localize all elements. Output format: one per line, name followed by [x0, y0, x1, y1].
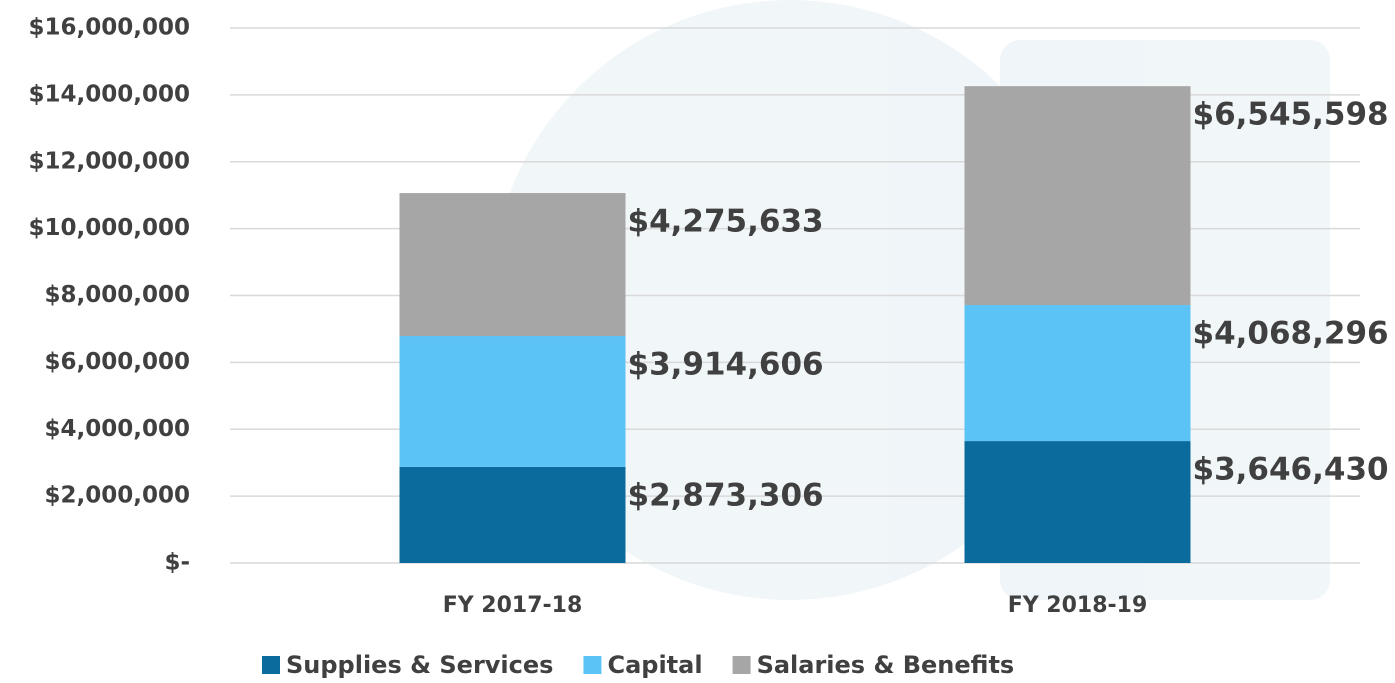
legend-swatch [583, 656, 602, 674]
bar-segment [964, 441, 1191, 563]
value-label: $3,914,606 [628, 347, 824, 383]
value-label: $6,545,598 [1193, 97, 1389, 133]
y-tick-label: $- [164, 550, 190, 576]
y-tick-label: $6,000,000 [44, 349, 190, 375]
value-label: $3,646,430 [1193, 452, 1389, 488]
y-tick-label: $12,000,000 [28, 148, 190, 174]
bar-segment [964, 305, 1191, 442]
y-tick-label: $10,000,000 [28, 215, 190, 241]
value-label: $4,275,633 [628, 204, 824, 240]
legend-label: Capital [607, 651, 702, 679]
y-tick-label: $14,000,000 [28, 81, 190, 107]
legend-swatch [732, 656, 751, 674]
y-tick-label: $8,000,000 [44, 282, 190, 308]
bar-segment [399, 336, 626, 467]
legend-swatch [262, 656, 280, 674]
bar-segment [964, 86, 1191, 306]
bar-segment [399, 193, 626, 337]
value-label: $4,068,296 [1193, 316, 1389, 352]
legend-label: Supplies & Services [286, 651, 553, 679]
legend-label: Salaries & Benefits [757, 651, 1015, 679]
x-tick-label: FY 2018-19 [1008, 593, 1148, 618]
y-tick-label: $2,000,000 [44, 483, 190, 509]
y-tick-label: $16,000,000 [28, 15, 190, 41]
y-tick-label: $4,000,000 [44, 416, 190, 442]
bar-segment [399, 466, 626, 563]
value-label: $2,873,306 [628, 477, 824, 513]
x-tick-label: FY 2017-18 [443, 593, 583, 618]
